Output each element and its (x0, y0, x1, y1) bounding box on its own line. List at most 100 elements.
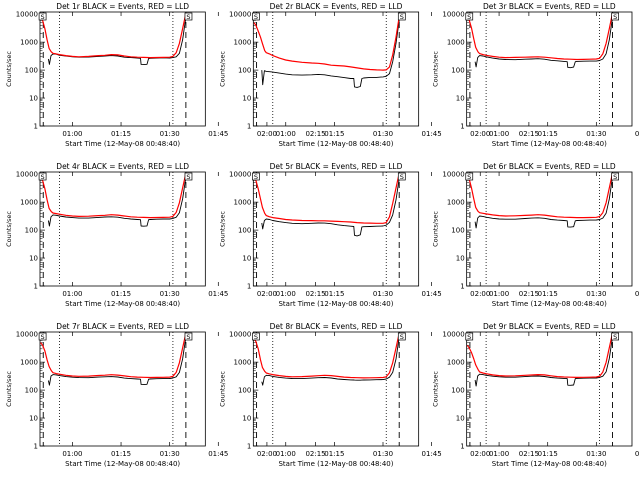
series-line-lld (253, 16, 400, 71)
x-tick-label: 01:15 (538, 290, 558, 298)
y-tick-label: 1 (34, 443, 38, 451)
y-tick-label: 100 (451, 67, 464, 75)
marker-label: S (613, 13, 617, 21)
marker-label: S (467, 333, 471, 341)
series-line-events (474, 336, 613, 387)
x-tick-label: 01:00 (276, 130, 296, 138)
marker-box (252, 172, 260, 181)
plot-frame (39, 171, 206, 287)
y-tick-label: 10000 (229, 11, 251, 19)
y-axis-label: Counts/sec (432, 371, 440, 407)
marker-box (397, 172, 406, 181)
series-line-lld (40, 12, 187, 59)
marker-box (184, 332, 193, 341)
y-tick-label: 10000 (229, 171, 251, 179)
plot-frame (466, 171, 633, 287)
marker-box (465, 172, 474, 181)
x-tick-label: 01:30 (160, 290, 180, 298)
series-line-lld (253, 172, 400, 224)
marker-box (184, 12, 193, 21)
x-tick-label: 01:00 (489, 130, 509, 138)
marker-box (38, 332, 47, 341)
y-tick-label: 1000 (20, 39, 38, 47)
x-tick-label: 02:00 (257, 130, 277, 138)
chart-panel-8: Det 8r BLACK = Events, RED = LLD11010010… (218, 322, 539, 468)
y-tick-label: 10000 (16, 331, 38, 339)
plot-frame (39, 331, 206, 447)
x-tick-label: 01:00 (62, 130, 82, 138)
y-tick-label: 10000 (442, 11, 464, 19)
x-tick-label: 01:45 (635, 450, 640, 458)
x-tick-label: 01:15 (538, 130, 558, 138)
marker-label: S (254, 13, 258, 21)
y-tick-label: 1000 (234, 359, 252, 367)
series-line-events (47, 176, 187, 227)
marker-label: S (613, 173, 617, 181)
x-tick-label: 02:15 (519, 290, 539, 298)
marker-label: S (254, 173, 258, 181)
x-axis-label: Start Time (12-May-08 00:48:40) (65, 460, 180, 468)
series-line-lld (40, 172, 187, 219)
x-tick-label: 01:15 (538, 450, 558, 458)
x-axis-label: Start Time (12-May-08 00:48:40) (278, 300, 393, 308)
x-tick-label: 01:30 (373, 450, 393, 458)
x-tick-label: 01:30 (373, 130, 393, 138)
x-tick-label: 02:00 (470, 450, 490, 458)
marker-label: S (467, 13, 471, 21)
chart-title: Det 1r BLACK = Events, RED = LLD (56, 2, 189, 11)
y-tick-label: 100 (451, 387, 464, 395)
y-tick-label: 1 (247, 443, 251, 451)
series-line-lld (253, 332, 400, 379)
plot-frame (252, 331, 420, 447)
x-tick-label: 02:15 (305, 290, 325, 298)
x-tick-label: 01:15 (111, 290, 131, 298)
marker-box (465, 332, 474, 341)
marker-label: S (41, 13, 45, 21)
chart-panel-9: Det 9r BLACK = Events, RED = LLD 1 10 100 10… (432, 322, 640, 468)
x-axis-label: Start Time (12-May-08 00:48:40) (278, 140, 393, 148)
x-axis-label: Start Time (12-May-08 00:48:40) (278, 460, 393, 468)
chart-title: Det 7r BLACK = Events, RED = LLD (56, 322, 189, 331)
x-tick-label: 01:30 (586, 450, 606, 458)
x-tick-label: 02:00 (470, 290, 490, 298)
y-tick-label: 100 (25, 67, 38, 75)
y-tick-label: 1 (460, 123, 464, 131)
x-tick-label: 01:30 (160, 450, 180, 458)
y-tick-label: 1 (460, 443, 464, 451)
marker-label: S (400, 173, 404, 181)
x-tick-label: 01:30 (586, 290, 606, 298)
y-tick-label: 1 (34, 283, 38, 291)
x-tick-label: 02:00 (470, 130, 490, 138)
series-line-lld (466, 172, 614, 219)
x-tick-label: 01:00 (276, 290, 296, 298)
marker-label: S (41, 173, 45, 181)
x-tick-label: 02:15 (519, 450, 539, 458)
x-tick-label: 02:00 (257, 290, 277, 298)
x-tick-label: 01:45 (422, 290, 442, 298)
series-line-events (261, 178, 400, 237)
y-tick-label: 1000 (20, 359, 38, 367)
y-axis-label: Counts/sec (218, 211, 226, 247)
x-tick-label: 02:15 (519, 130, 539, 138)
y-tick-label: 10000 (229, 331, 251, 339)
y-axis-label: Counts/sec (432, 211, 440, 247)
y-tick-label: 1000 (447, 39, 465, 47)
x-tick-label: 02:00 (257, 450, 277, 458)
chart-title: Det 8r BLACK = Events, RED = LLD (270, 322, 403, 331)
chart-panel-6: Det 6r BLACK = Events, RED = LLD 1 10 100 10… (432, 162, 640, 308)
y-axis-label: Counts/sec (218, 51, 226, 87)
x-tick-label: 01:45 (635, 130, 640, 138)
y-tick-label: 100 (451, 227, 464, 235)
marker-box (252, 332, 260, 341)
chart-title: Det 5r BLACK = Events, RED = LLD (270, 162, 403, 171)
chart-panel-4: Det 4r BLACK = Events, RED = LLD11010010… (5, 162, 326, 308)
x-tick-label: 01:00 (62, 290, 82, 298)
y-tick-label: 10 (456, 95, 465, 103)
marker-label: S (186, 333, 190, 341)
series-line-lld (466, 332, 614, 378)
marker-label: S (400, 13, 404, 21)
series-line-events (47, 336, 187, 386)
x-tick-label: 02:15 (305, 450, 325, 458)
x-tick-label: 01:00 (62, 450, 82, 458)
